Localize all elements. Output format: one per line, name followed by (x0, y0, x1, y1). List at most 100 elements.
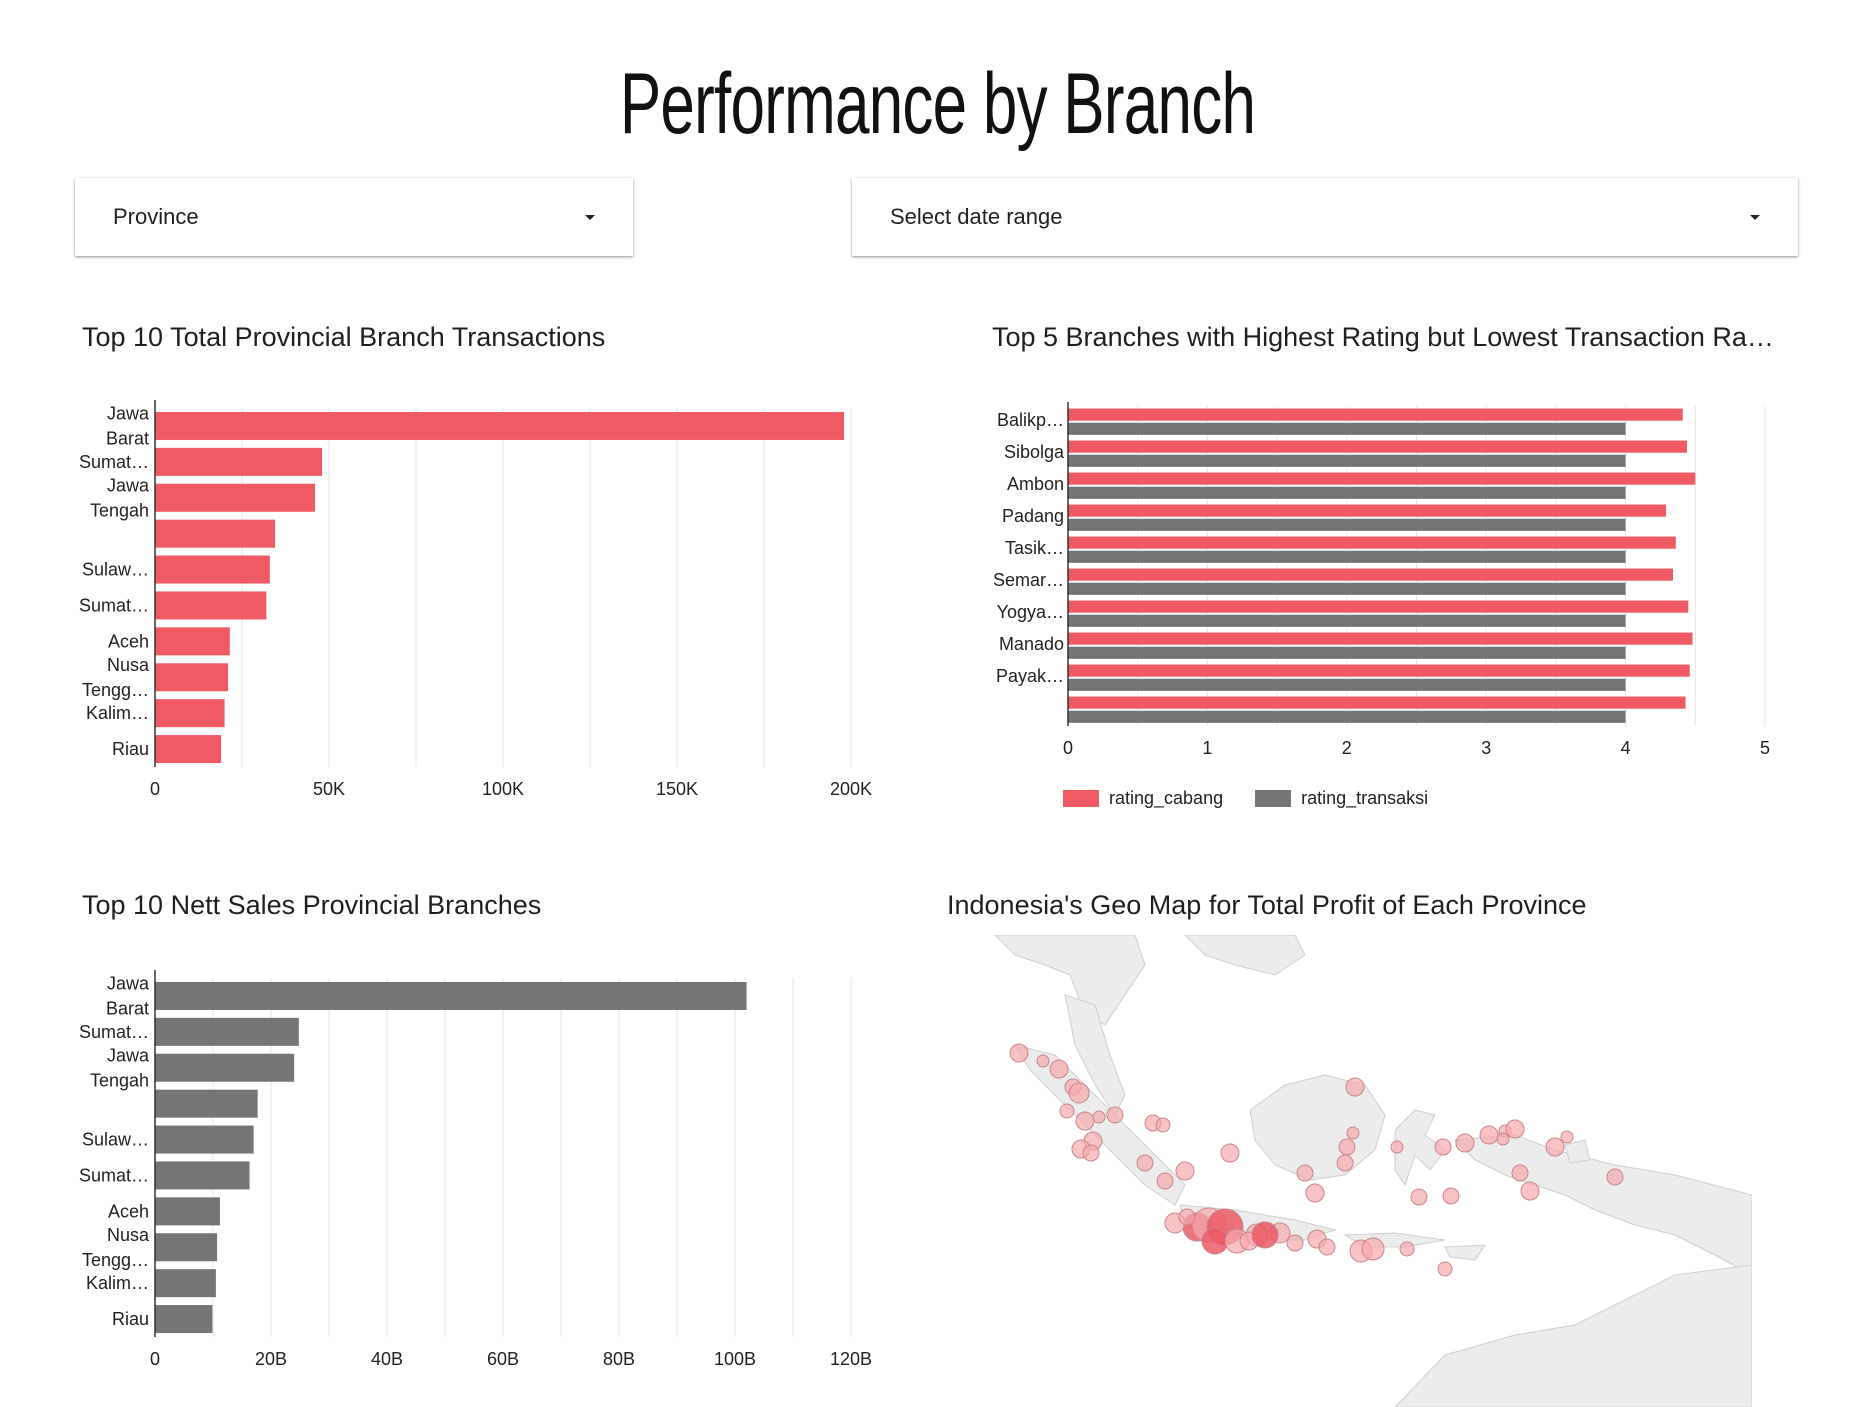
profit-bubble (1434, 1138, 1452, 1156)
nett-sales-chart-title: Top 10 Nett Sales Provincial Branches (82, 890, 542, 920)
profit-bubble (1175, 1161, 1195, 1181)
profit-bubble (1082, 1144, 1100, 1162)
bar (1068, 454, 1626, 467)
legend-swatch-red (1063, 790, 1099, 807)
bar (155, 735, 222, 764)
profit-bubble (1399, 1241, 1415, 1257)
chevron-down-icon (585, 214, 595, 220)
profit-bubble (1155, 1117, 1171, 1133)
y-tick-label: Jawa (107, 973, 150, 993)
x-tick-label: 80B (603, 1349, 635, 1369)
date-range-filter[interactable]: Select date range (852, 178, 1798, 256)
bar (155, 1305, 213, 1334)
legend-label: rating_transaksi (1301, 788, 1429, 808)
x-tick-label: 4 (1621, 738, 1631, 758)
profit-bubble (1520, 1181, 1540, 1201)
bar (1068, 568, 1673, 581)
x-tick-label: 2 (1342, 738, 1352, 758)
y-tick-label: Kalim… (86, 1273, 149, 1293)
legend-item-rating-transaksi[interactable]: rating_transaksi (1255, 788, 1428, 809)
bar (1068, 422, 1626, 435)
profit-bubble (1455, 1133, 1475, 1153)
y-tick-label: Sumat… (79, 595, 149, 615)
profit-bubble (1346, 1126, 1360, 1140)
y-tick-label: Nusa (107, 655, 150, 675)
province-filter[interactable]: Province (75, 178, 633, 256)
x-tick-label: 1 (1202, 738, 1212, 758)
x-tick-label: 5 (1760, 738, 1770, 758)
bar (155, 1017, 299, 1046)
chevron-down-icon (1750, 214, 1760, 220)
x-tick-label: 60B (487, 1349, 519, 1369)
bar (155, 699, 225, 728)
y-tick-label: Sumat… (79, 452, 149, 472)
profit-bubble (1437, 1261, 1453, 1277)
profit-bubble (1496, 1132, 1510, 1146)
bar (1068, 664, 1690, 677)
profit-bubble (1075, 1111, 1095, 1131)
profit-bubble (1505, 1119, 1525, 1139)
legend-item-rating-cabang[interactable]: rating_cabang (1063, 788, 1223, 809)
x-tick-label: 120B (830, 1349, 872, 1369)
y-tick-label: Balikp… (997, 410, 1064, 430)
y-tick-label: Semar… (993, 570, 1064, 590)
bar (1068, 486, 1626, 499)
profit-bubble (1178, 1208, 1196, 1226)
bar (155, 1125, 254, 1154)
profit-bubble (1511, 1164, 1529, 1182)
bar (1068, 504, 1667, 517)
indonesia-geo-map[interactable] (975, 935, 1752, 1407)
bar (1068, 536, 1676, 549)
bar (155, 663, 229, 692)
x-tick-label: 40B (371, 1349, 403, 1369)
y-tick-label: Payak… (996, 666, 1064, 686)
x-tick-label: 0 (1063, 738, 1073, 758)
bar (1068, 582, 1626, 595)
profit-bubble (1201, 1227, 1229, 1255)
profit-bubble (1286, 1234, 1304, 1252)
y-tick-label: Sulaw… (82, 1130, 149, 1150)
profit-bubble (1336, 1154, 1354, 1172)
profit-bubble (1361, 1237, 1385, 1261)
x-tick-label: 3 (1481, 738, 1491, 758)
profit-bubble (1251, 1221, 1279, 1249)
legend-swatch-gray (1255, 790, 1292, 807)
y-tick-label: Ambon (1007, 474, 1064, 494)
profit-bubble (1318, 1238, 1336, 1256)
bar (155, 1269, 216, 1298)
y-tick-label: Aceh (108, 631, 149, 651)
y-tick-label: Sumat… (79, 1165, 149, 1185)
y-tick-label: Jawa (107, 475, 150, 495)
rating-chart-title: Top 5 Branches with Highest Rating but L… (992, 322, 1774, 352)
bar (1068, 696, 1686, 709)
bar (155, 1197, 220, 1226)
bar (155, 1053, 295, 1082)
profit-bubble (1059, 1103, 1075, 1119)
geo-map-svg (994, 935, 1752, 1407)
x-tick-label: 0 (150, 779, 160, 799)
bar (1068, 408, 1683, 421)
y-tick-label: Jawa (107, 1045, 150, 1065)
bar (1068, 550, 1626, 563)
bar (155, 555, 270, 584)
bar (155, 447, 323, 476)
x-tick-label: 50K (313, 779, 345, 799)
bar (155, 411, 845, 440)
map-land (994, 935, 1752, 1407)
date-range-filter-label: Select date range (890, 204, 1063, 229)
profit-bubble (1410, 1188, 1428, 1206)
bar (155, 519, 276, 548)
bar (1068, 678, 1626, 691)
profit-bubble (1479, 1125, 1499, 1145)
bar (155, 483, 316, 512)
geo-map-title: Indonesia's Geo Map for Total Profit of … (947, 890, 1587, 920)
x-tick-label: 20B (255, 1349, 287, 1369)
profit-bubble (1390, 1140, 1404, 1154)
profit-bubble (1136, 1154, 1154, 1172)
bar (1068, 710, 1626, 723)
x-tick-label: 150K (656, 779, 698, 799)
y-tick-label: Tengah (90, 500, 149, 520)
y-tick-label: Tasik… (1005, 538, 1064, 558)
